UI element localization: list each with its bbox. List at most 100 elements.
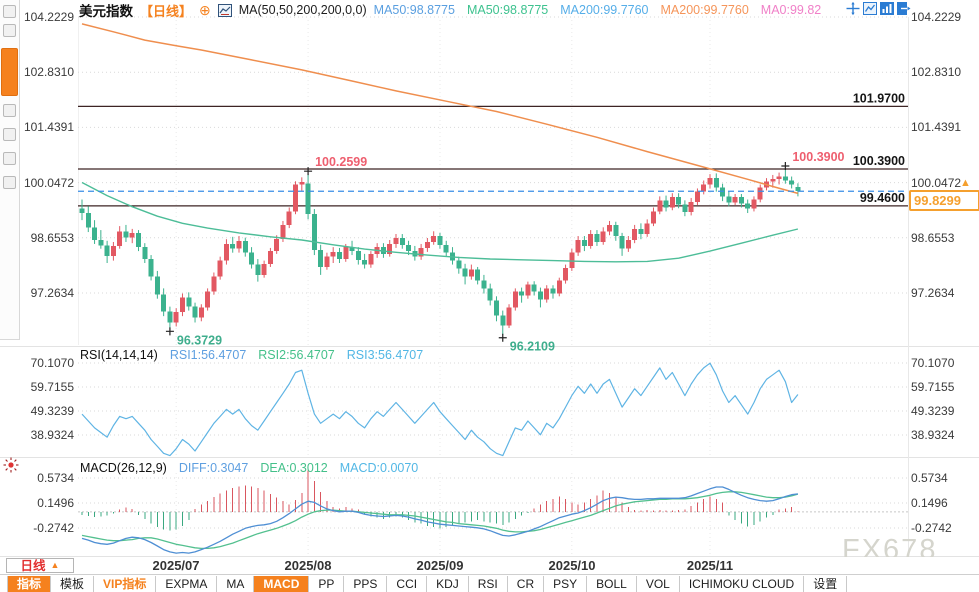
- axis-label: 104.2229: [911, 10, 962, 24]
- month-label: 2025/08: [284, 558, 332, 573]
- sidebar-tool-icon[interactable]: [3, 128, 16, 141]
- axis-label: 49.3239: [911, 404, 955, 418]
- indicator-value: RSI1:56.4707: [169, 348, 247, 362]
- macd-pane-header: MACD(26,12,9) DIFF:0.3047 DEA:0.3012 MACD:…: [80, 461, 418, 475]
- sidebar-tool-icon[interactable]: [3, 176, 16, 189]
- rsi-pane-header: RSI(14,14,14) RSI1:56.4707 RSI2:56.4707 RS…: [80, 348, 423, 362]
- toolbar-tab-PP[interactable]: PP: [309, 576, 345, 592]
- month-label: 2025/07: [152, 558, 200, 573]
- toolbar-tab-KDJ[interactable]: KDJ: [427, 576, 469, 592]
- toolbar-tab-CCI[interactable]: CCI: [387, 576, 428, 592]
- toolbar-tab-MA[interactable]: MA: [217, 576, 255, 592]
- period-dropdown-arrow-icon: ▲: [50, 560, 60, 570]
- toolbar-tab-MACD[interactable]: MACD: [254, 576, 310, 592]
- ma-legend: MA50:98.8775 MA50:98.8775 MA200:99.7760 MA2…: [374, 3, 822, 17]
- toolbar-tab-设置[interactable]: 设置: [804, 576, 848, 592]
- sidebar-tool-icon[interactable]: [3, 152, 16, 165]
- axis-label: 0.1496: [37, 496, 74, 510]
- axis-label: 100.0472: [23, 175, 74, 190]
- ma-legend-item: MA200:99.7760: [560, 3, 649, 17]
- period-tag: 【日线】: [140, 3, 193, 19]
- axis-label: 59.7155: [911, 380, 955, 394]
- svg-text:100.3900: 100.3900: [792, 150, 844, 164]
- left-sidebar: [0, 0, 20, 340]
- ma-legend-item: MA50:98.8775: [466, 3, 549, 17]
- sidebar-tool-icon[interactable]: [3, 5, 16, 18]
- ma-legend-item: MA50:98.8775: [373, 3, 455, 17]
- axis-label: 59.7155: [30, 380, 74, 394]
- indicator-value: DIFF:0.3047: [178, 461, 249, 475]
- svg-text:99.4600: 99.4600: [860, 191, 905, 205]
- macd-indicator-name: MACD(26,12,9): [80, 461, 167, 475]
- hot-indicator-icon[interactable]: [2, 456, 20, 474]
- axis-label: 98.6553: [30, 230, 74, 245]
- ma-legend-item: MA200:99.7760: [660, 3, 749, 17]
- price-up-arrow-icon: ▲: [960, 177, 971, 189]
- ma-settings-label: MA(50,50,200,200,0,0): [238, 3, 367, 17]
- axis-label: 70.1070: [30, 356, 74, 370]
- axis-label: -0.2742: [33, 521, 74, 535]
- indicator-value: RSI2:56.4707: [258, 348, 335, 362]
- axis-label: 104.2229: [23, 10, 74, 24]
- toolbar-tab-PPS[interactable]: PPS: [344, 576, 388, 592]
- period-label: 日线: [20, 558, 46, 573]
- axis-label: 97.2634: [30, 286, 74, 300]
- symbol-title: 美元指数: [79, 4, 133, 19]
- svg-text:96.2109: 96.2109: [510, 340, 555, 354]
- sidebar-tool-icon[interactable]: [3, 24, 16, 37]
- macd-values: DIFF:0.3047 DEA:0.3012 MACD:0.0070: [179, 461, 418, 475]
- toolbar-tab-EXPMA[interactable]: EXPMA: [156, 576, 218, 592]
- period-selector[interactable]: 日线 ▲: [6, 558, 74, 573]
- axis-label: 102.8310: [911, 65, 962, 80]
- axis-label: 98.6553: [911, 230, 955, 245]
- current-price-box: 99.8299: [909, 190, 979, 211]
- ma-legend-item: MA0:99.82: [760, 3, 822, 17]
- month-label: 2025/09: [416, 558, 464, 573]
- sidebar-tool-icon[interactable]: [3, 104, 16, 117]
- rsi-values: RSI1:56.4707 RSI2:56.4707 RSI3:56.4707: [170, 348, 423, 362]
- axis-label: 100.0472: [911, 175, 962, 190]
- toolbar-tab-模板[interactable]: 模板: [51, 576, 95, 592]
- svg-text:100.2599: 100.2599: [315, 155, 367, 169]
- toolbar-tab-VIP指标[interactable]: VIP指标: [94, 576, 157, 592]
- window-toolbar: [846, 2, 911, 15]
- current-price-value: 99.8299: [914, 193, 961, 208]
- indicator-value: DEA:0.3012: [260, 461, 328, 475]
- toolbar-tab-RSI[interactable]: RSI: [469, 576, 508, 592]
- indicator-toolbar: 指标 模板 VIP指标 EXPMA MA MACD PP PPS CCI KDJ RSI CR PSY B…: [0, 574, 979, 592]
- toolbar-tab-指标[interactable]: 指标: [7, 576, 52, 592]
- chart-type-icon[interactable]: [217, 3, 232, 17]
- line-chart-panel-icon[interactable]: [863, 2, 877, 15]
- crosshair-icon[interactable]: [846, 2, 860, 15]
- time-axis: 日线 ▲ 2025/07 2025/08 2025/09 2025/10 2025/11: [0, 557, 979, 574]
- indicator-value: MACD:0.0070: [339, 461, 419, 475]
- pop-out-icon[interactable]: [897, 2, 911, 15]
- axis-label: 102.8310: [23, 65, 74, 80]
- axis-label: 0.1496: [911, 496, 948, 510]
- axis-label: -0.2742: [911, 521, 952, 535]
- toolbar-tab-ICHIMOKU CLOUD[interactable]: ICHIMOKU CLOUD: [680, 576, 805, 592]
- bar-chart-panel-icon[interactable]: [880, 2, 894, 15]
- toolbar-tab-BOLL[interactable]: BOLL: [587, 576, 637, 592]
- sidebar-active-tool[interactable]: [1, 48, 18, 96]
- axis-label: 101.4391: [23, 120, 74, 135]
- month-label: 2025/10: [548, 558, 596, 573]
- svg-text:100.3900: 100.3900: [853, 154, 905, 168]
- toolbar-tab-PSY[interactable]: PSY: [544, 576, 588, 592]
- month-label: 2025/11: [686, 558, 734, 573]
- axis-label: 38.9324: [30, 428, 74, 442]
- add-indicator-icon[interactable]: ⊕: [199, 1, 211, 18]
- axis-label: 0.5734: [911, 471, 948, 485]
- indicator-value: RSI3:56.4707: [346, 348, 424, 362]
- chart-header: 美元指数 【日线】 ⊕ MA(50,50,200,200,0,0) MA50:9…: [79, 1, 822, 20]
- toolbar-tab-VOL[interactable]: VOL: [637, 576, 680, 592]
- svg-text:101.9700: 101.9700: [853, 91, 905, 105]
- toolbar-tab-CR[interactable]: CR: [508, 576, 545, 592]
- axis-label: 49.3239: [30, 404, 74, 418]
- axis-label: 70.1070: [911, 356, 955, 370]
- svg-text:96.3729: 96.3729: [177, 333, 222, 347]
- axis-label: 97.2634: [911, 286, 955, 300]
- axis-label: 101.4391: [911, 120, 962, 135]
